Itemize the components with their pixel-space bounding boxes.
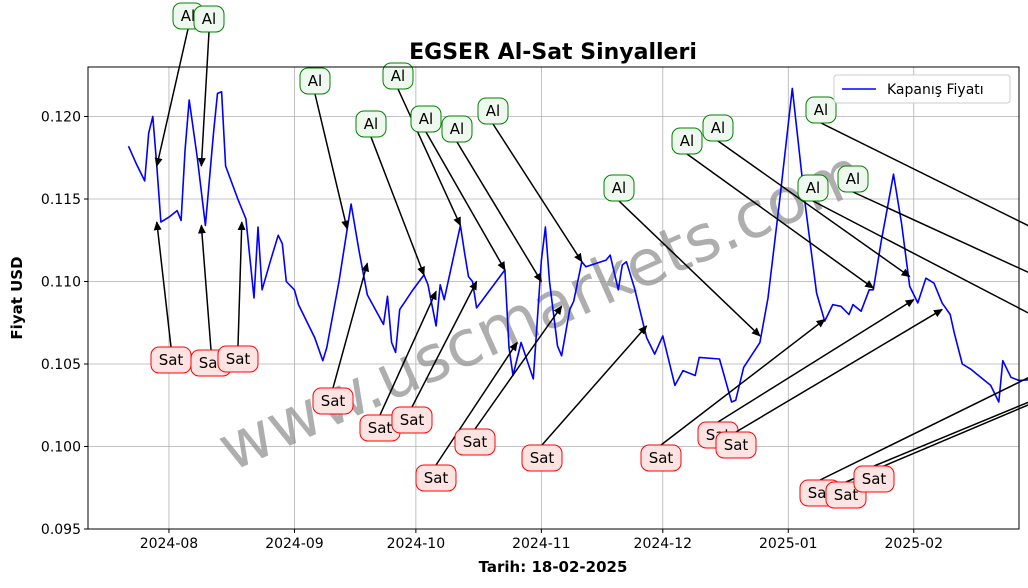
legend-label: Kapanış Fiyatı [887,82,984,98]
x-tick-label: 2024-11 [512,536,571,552]
x-tick-label: 2024-08 [140,536,199,552]
buy-signal-label: Al [612,179,626,197]
sell-signal-label: Sat [226,350,251,368]
sell-signal-label: Sat [463,433,488,451]
y-axis-label: Fiyat USD [8,256,26,339]
buy-signal-label: Al [711,119,725,137]
buy-signal-label: Al [202,10,216,28]
sell-signal-label: Sat [400,411,425,429]
y-tick-label: 0.095 [41,522,81,538]
y-tick-label: 0.115 [41,192,81,208]
buy-signal-label: Al [846,170,860,188]
buy-signal-label: Al [680,132,694,150]
buy-signal-label: Al [181,7,195,25]
buy-signal-label: Al [391,67,405,85]
x-axis-label: Tarih: 18-02-2025 [479,558,628,576]
sell-signal-label: Sat [321,392,346,410]
buy-signal-label: Al [308,72,322,90]
buy-signal-label: Al [806,179,820,197]
sell-signal-label: Sat [649,449,674,467]
buy-signal-label: Al [450,120,464,138]
x-tick-label: 2025-01 [759,536,818,552]
sell-signal-label: Sat [834,486,859,504]
buy-signal-label: Al [486,102,500,120]
y-tick-label: 0.110 [41,275,81,291]
x-tick-label: 2025-02 [885,536,944,552]
x-tick-label: 2024-10 [387,536,446,552]
sell-signal-label: Sat [424,469,449,487]
buy-signal-label: Al [364,115,378,133]
y-tick-label: 0.120 [41,110,81,126]
y-tick-label: 0.100 [41,440,81,456]
buy-signal-label: Al [814,101,828,119]
y-tick-label: 0.105 [41,357,81,373]
sell-signal-label: Sat [530,449,555,467]
sell-signal-label: Sat [368,419,393,437]
chart-title: EGSER Al-Sat Sinyalleri [409,40,697,65]
x-tick-label: 2024-12 [634,536,693,552]
x-tick-label: 2024-09 [265,536,324,552]
sell-signal-label: Sat [724,436,749,454]
legend: Kapanış Fiyatı [834,75,1010,103]
buy-signal-label: Al [419,110,433,128]
sell-signal-label: Sat [159,351,184,369]
sell-signal-label: Sat [862,470,887,488]
